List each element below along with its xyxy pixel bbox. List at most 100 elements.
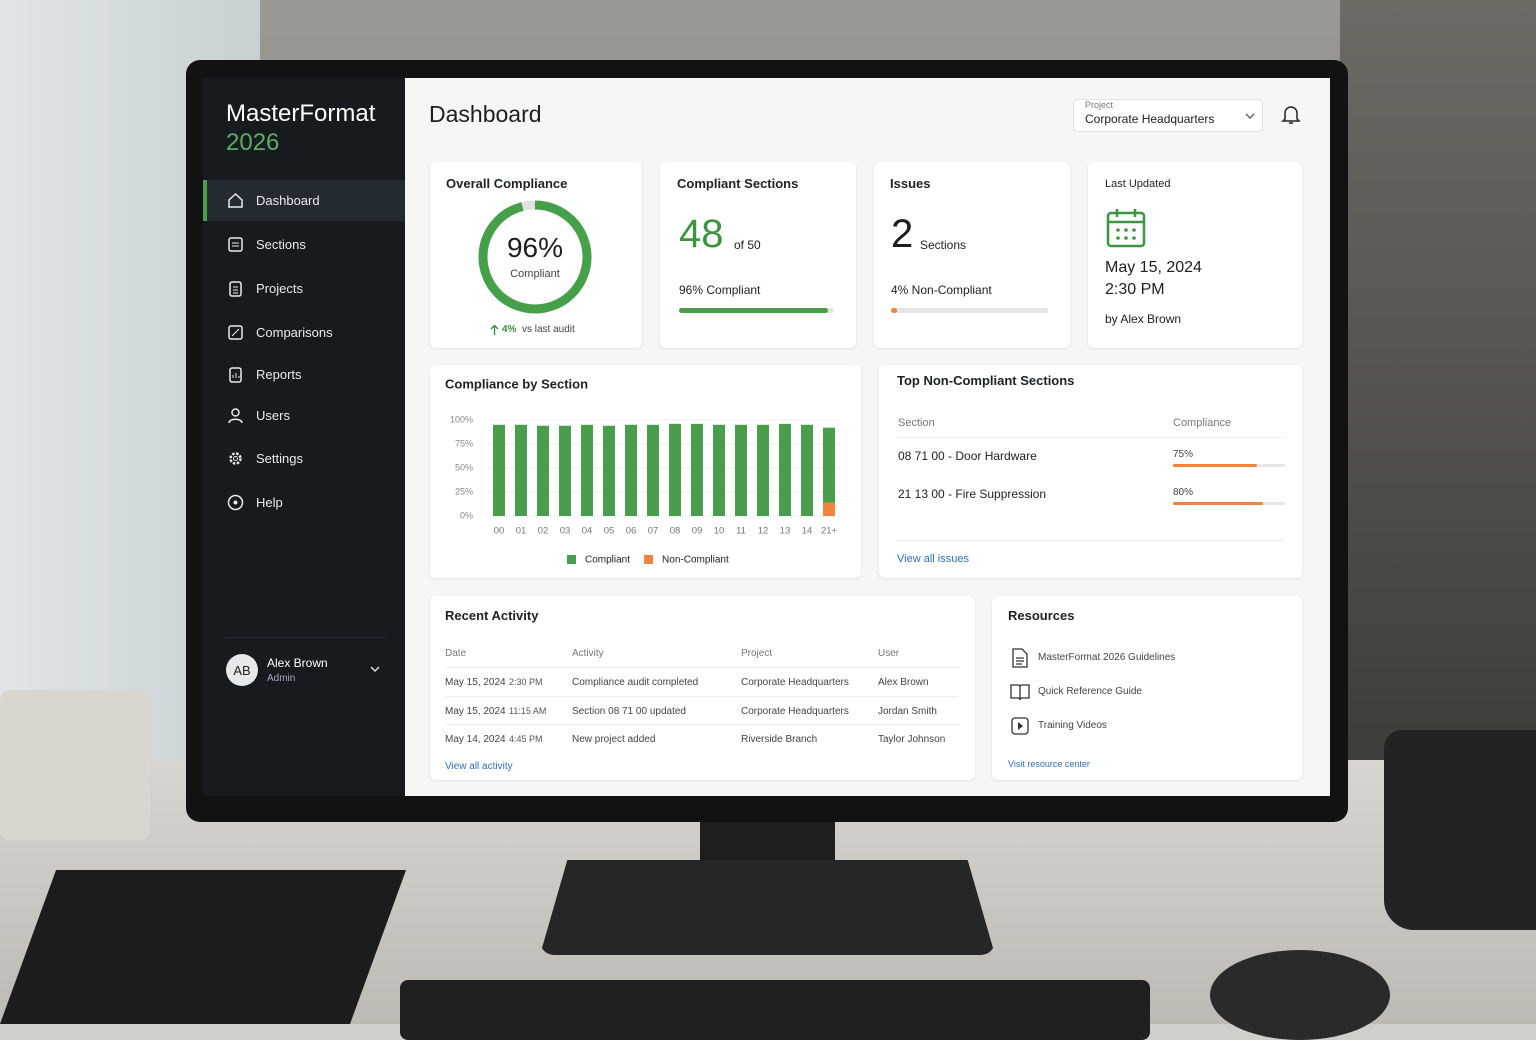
activity: New project added xyxy=(572,734,656,745)
mouse xyxy=(1210,950,1390,1040)
bar-segment xyxy=(625,424,637,516)
resource-link[interactable]: MasterFormat 2026 Guidelines xyxy=(1038,652,1176,663)
progress-track xyxy=(891,308,1048,313)
icon xyxy=(228,324,243,340)
user-menu[interactable] xyxy=(369,664,381,674)
bar-segment xyxy=(493,424,505,516)
column-header: Project xyxy=(741,648,773,659)
bar-segment xyxy=(757,424,769,516)
column-header: Activity xyxy=(572,648,604,659)
mug xyxy=(1384,730,1536,930)
user-divider xyxy=(226,637,386,638)
change-text: vs last audit xyxy=(522,324,575,335)
brand: MasterFormat xyxy=(226,100,376,127)
user: Jordan Smith xyxy=(878,705,937,717)
divider xyxy=(897,540,1285,541)
project: Corporate Headquarters xyxy=(741,677,849,688)
user-role: Admin xyxy=(267,673,296,684)
chart: Compliance by Section 0% 25% 50% 75% 100% 00 0… xyxy=(445,376,840,566)
x-tick-label: 00 xyxy=(494,526,505,537)
chart-title: Compliance by Section xyxy=(445,376,588,391)
time: 2:30 PM xyxy=(509,677,543,687)
x-tick-label: 11 xyxy=(736,526,746,537)
section-name: 21 13 00 - Fire Suppression xyxy=(898,487,1047,501)
count-unit: Sections xyxy=(920,238,967,252)
notification-bell[interactable] xyxy=(1281,104,1301,126)
bar-segment xyxy=(581,424,593,516)
x-tick-label: 06 xyxy=(626,526,637,537)
x-tick-label: 13 xyxy=(780,526,791,537)
resource-link[interactable]: Training Videos xyxy=(1038,720,1107,731)
link[interactable]: View all activity xyxy=(445,761,513,772)
updated-time: 2:30 PM xyxy=(1105,281,1165,298)
section-name: 08 71 00 - Door Hardware xyxy=(898,449,1037,463)
donut-value: 96% xyxy=(506,232,564,263)
nav-label: Projects xyxy=(256,280,303,296)
project: Corporate Headquarters xyxy=(741,705,849,717)
bar-segment xyxy=(603,425,615,516)
office-right xyxy=(1340,0,1536,780)
page-title: Dashboard xyxy=(429,101,542,127)
updated-card xyxy=(1088,162,1302,348)
nav-item[interactable]: Help xyxy=(203,482,405,522)
x-tick-label: 09 xyxy=(692,526,703,537)
nav-item[interactable]: Users xyxy=(203,395,405,435)
project-name: Corporate Headquarters xyxy=(1085,112,1215,126)
x-tick-label: 02 xyxy=(538,526,549,537)
x-tick-label: 03 xyxy=(560,526,571,537)
compliance-track xyxy=(1173,502,1285,505)
card-title: Resources xyxy=(1008,608,1075,623)
book-icon xyxy=(1010,684,1030,701)
nav-item[interactable]: Comparisons xyxy=(203,312,405,352)
nav-item[interactable]: Dashboard xyxy=(203,180,405,220)
nav-item[interactable]: Settings xyxy=(203,438,405,478)
legend-swatch xyxy=(567,555,576,564)
compliance-track xyxy=(1173,464,1285,467)
activity: Compliance audit completed xyxy=(572,677,699,688)
keyboard xyxy=(400,980,1150,1040)
nav-label: Help xyxy=(256,494,283,510)
date: May 15, 2024 xyxy=(445,677,506,688)
bar-segment xyxy=(537,425,549,516)
progress-track xyxy=(679,308,834,313)
card-title: Last Updated xyxy=(1105,178,1171,190)
card-title: Overall Compliance xyxy=(446,176,568,191)
nav-label: Sections xyxy=(256,236,306,252)
count: 2 xyxy=(891,212,914,256)
y-tick-label: 75% xyxy=(455,438,473,448)
updated-by: by Alex Brown xyxy=(1105,312,1182,326)
project-select[interactable] xyxy=(1073,99,1263,132)
nav-item[interactable]: Sections xyxy=(203,224,405,264)
link[interactable]: Visit resource center xyxy=(1008,759,1090,769)
date: May 15, 2024 xyxy=(445,705,506,717)
link[interactable]: View all issues xyxy=(897,553,969,565)
project-label: Project xyxy=(1085,100,1114,110)
date: May 14, 2024 xyxy=(445,734,506,745)
column-header: Section xyxy=(898,417,935,429)
x-tick-label: 12 xyxy=(758,526,769,537)
resource-link[interactable]: Quick Reference Guide xyxy=(1038,686,1142,697)
updated-date: May 15, 2024 xyxy=(1105,259,1202,276)
icon xyxy=(227,494,244,510)
card-title: Compliant Sections xyxy=(677,176,799,191)
bar-segment xyxy=(823,502,835,516)
activity: Section 08 71 00 updated xyxy=(572,705,686,717)
nav-item[interactable]: Reports xyxy=(203,354,405,394)
user-name: Alex Brown xyxy=(267,656,328,670)
doc-icon xyxy=(1012,648,1028,668)
issues-card xyxy=(874,162,1070,348)
card-title: Top Non-Compliant Sections xyxy=(897,373,1075,388)
column-header: Date xyxy=(445,648,467,659)
video-icon xyxy=(1011,717,1029,735)
nav-item[interactable]: Projects xyxy=(203,268,405,308)
bar-segment xyxy=(823,427,835,503)
notebook xyxy=(0,870,407,1024)
plant-pot xyxy=(0,690,150,840)
user: Taylor Johnson xyxy=(878,734,946,745)
y-tick-label: 100% xyxy=(450,414,473,424)
progress-bar xyxy=(891,308,898,313)
y-tick-label: 25% xyxy=(455,486,473,496)
y-tick-label: 0% xyxy=(460,510,473,520)
nav-label: Comparisons xyxy=(256,324,333,340)
resources-card xyxy=(992,596,1302,780)
